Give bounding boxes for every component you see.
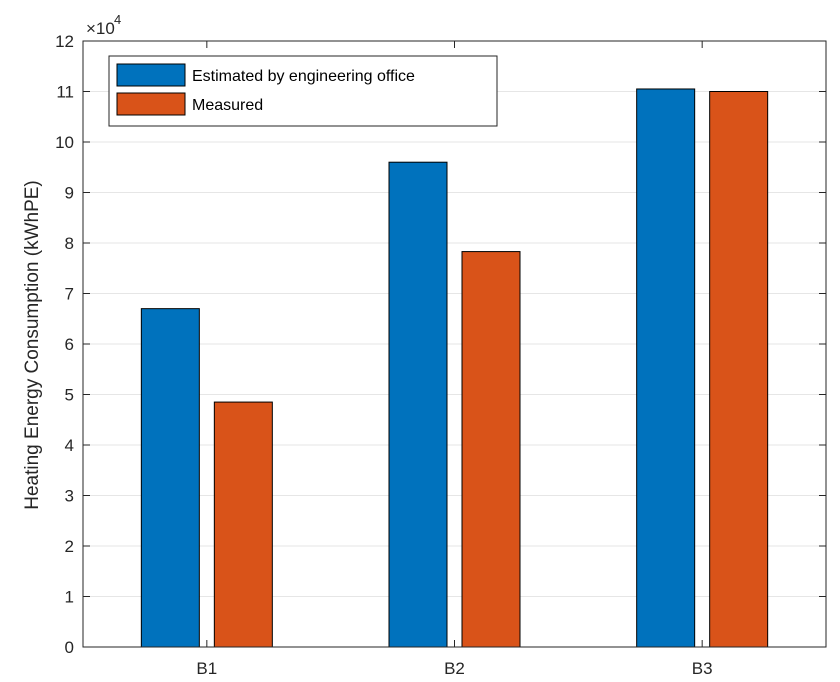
legend-label: Measured xyxy=(192,97,263,114)
y-tick-label: 12 xyxy=(55,32,74,51)
y-tick-label: 7 xyxy=(65,285,74,304)
bars xyxy=(140,88,769,648)
bar-measured-b1 xyxy=(213,401,273,648)
y-tick-label: 5 xyxy=(65,386,74,405)
x-tick-label: B3 xyxy=(692,659,713,678)
bar-measured-b2 xyxy=(461,251,521,648)
y-tick-label: 11 xyxy=(56,83,74,102)
y-tick-label: 6 xyxy=(65,335,74,354)
axis-ticks xyxy=(83,40,826,648)
bar-estimated-b3 xyxy=(636,88,696,648)
y-tick-label: 10 xyxy=(55,133,74,152)
y-tick-label: 1 xyxy=(65,588,74,607)
bar-estimated-b1 xyxy=(140,308,200,648)
y-axis-exponent: ×10 4 xyxy=(86,12,121,38)
y-tick-label: 0 xyxy=(65,638,74,657)
y-tick-label: 4 xyxy=(65,436,74,455)
y-tick-label: 9 xyxy=(65,184,74,203)
x-axis-tick-labels: B1 B2 B3 xyxy=(196,659,712,678)
y-axis-exponent-power: 4 xyxy=(114,12,121,27)
x-tick-label: B2 xyxy=(444,659,465,678)
bar-measured-b3 xyxy=(709,91,769,648)
y-tick-label: 3 xyxy=(65,487,74,506)
legend: Estimated by engineering office Measured xyxy=(108,55,498,127)
legend-swatch xyxy=(116,92,186,116)
y-axis-label: Heating Energy Consumption (kWhPE) xyxy=(22,180,43,509)
legend-label: Estimated by engineering office xyxy=(192,68,415,85)
legend-swatch xyxy=(116,63,186,87)
x-tick-label: B1 xyxy=(196,659,217,678)
y-tick-label: 8 xyxy=(65,234,74,253)
y-axis-exponent-base: ×10 xyxy=(86,19,115,38)
y-tick-label: 2 xyxy=(65,537,74,556)
bar-estimated-b2 xyxy=(388,161,448,648)
